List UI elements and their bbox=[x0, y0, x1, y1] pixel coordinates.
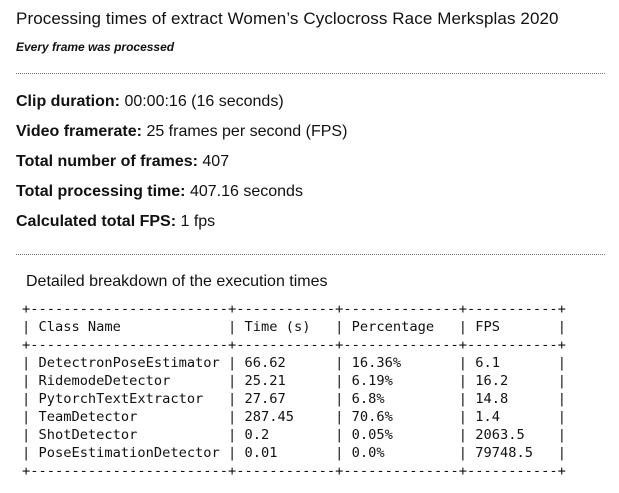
table-cell: 6.19% bbox=[343, 373, 459, 389]
table-cell: 66.62 bbox=[236, 355, 336, 371]
table-row: | RidemodeDetector | 25.21 | 6.19% | 16.… bbox=[22, 373, 566, 389]
table-cell: 79748.5 bbox=[467, 445, 558, 461]
table-cell: RidemodeDetector bbox=[30, 373, 229, 389]
summary-value: 407 bbox=[202, 153, 230, 170]
summary-total-processing-time: Total processing time: 407.16 seconds bbox=[16, 183, 303, 201]
report-title: Processing times of extract Women’s Cycl… bbox=[16, 9, 559, 28]
table-cell: PoseEstimationDetector bbox=[30, 445, 229, 461]
summary-total-fps: Calculated total FPS: 1 fps bbox=[16, 213, 215, 231]
summary-value: 25 frames per second (FPS) bbox=[146, 123, 348, 140]
summary-total-frames: Total number of frames: 407 bbox=[16, 153, 229, 171]
table-cell: 16.2 bbox=[467, 373, 558, 389]
summary-clip-duration: Clip duration: 00:00:16 (16 seconds) bbox=[16, 93, 284, 111]
table-row: | PytorchTextExtractor | 27.67 | 6.8% | … bbox=[22, 391, 566, 407]
table-cell: 6.8% bbox=[343, 391, 459, 407]
report-subtitle: Every frame was processed bbox=[16, 40, 175, 54]
summary-label: Video framerate: bbox=[16, 123, 142, 140]
breakdown-title: Detailed breakdown of the execution time… bbox=[26, 273, 328, 290]
table-cell: 14.8 bbox=[467, 391, 558, 407]
table-cell: 0.2 bbox=[236, 427, 336, 443]
table-cell: 287.45 bbox=[236, 409, 336, 425]
table-cell: DetectronPoseEstimator bbox=[30, 355, 229, 371]
top-divider bbox=[16, 73, 605, 74]
table-cell: 0.0% bbox=[343, 445, 459, 461]
table-cell: 2063.5 bbox=[467, 427, 558, 443]
summary-video-framerate: Video framerate: 25 frames per second (F… bbox=[16, 123, 347, 141]
table-border-header: +------------------------+------------+-… bbox=[22, 337, 566, 353]
summary-value: 407.16 seconds bbox=[189, 183, 303, 200]
table-border-top: +------------------------+------------+-… bbox=[22, 301, 566, 317]
summary-label: Total processing time: bbox=[16, 183, 186, 200]
table-header-cell: Time (s) bbox=[236, 319, 336, 335]
table-cell: 27.67 bbox=[236, 391, 336, 407]
table-header-cell: FPS bbox=[467, 319, 558, 335]
breakdown-ascii-table: +------------------------+------------+-… bbox=[22, 300, 566, 480]
table-cell: PytorchTextExtractor bbox=[30, 391, 229, 407]
table-cell: 16.36% bbox=[343, 355, 459, 371]
table-border-bottom: +------------------------+------------+-… bbox=[22, 463, 566, 479]
summary-label: Total number of frames: bbox=[16, 153, 198, 170]
summary-label: Clip duration: bbox=[16, 93, 120, 110]
table-row: | DetectronPoseEstimator | 66.62 | 16.36… bbox=[22, 355, 566, 371]
table-header-cell: Class Name bbox=[30, 319, 229, 335]
table-row: | TeamDetector | 287.45 | 70.6% | 1.4 | bbox=[22, 409, 566, 425]
table-row: | ShotDetector | 0.2 | 0.05% | 2063.5 | bbox=[22, 427, 566, 443]
table-row: | PoseEstimationDetector | 0.01 | 0.0% |… bbox=[22, 445, 566, 461]
summary-value: 1 fps bbox=[180, 213, 216, 230]
table-cell: 0.01 bbox=[236, 445, 336, 461]
table-cell: 25.21 bbox=[236, 373, 336, 389]
table-header-row: | Class Name | Time (s) | Percentage | F… bbox=[22, 319, 566, 335]
table-cell: 70.6% bbox=[343, 409, 459, 425]
summary-value: 00:00:16 (16 seconds) bbox=[124, 93, 284, 110]
table-cell: 1.4 bbox=[467, 409, 558, 425]
table-cell: 0.05% bbox=[343, 427, 459, 443]
table-cell: TeamDetector bbox=[30, 409, 229, 425]
table-cell: 6.1 bbox=[467, 355, 558, 371]
summary-label: Calculated total FPS: bbox=[16, 213, 177, 230]
table-header-cell: Percentage bbox=[343, 319, 459, 335]
table-cell: ShotDetector bbox=[30, 427, 229, 443]
bottom-divider bbox=[16, 254, 605, 255]
